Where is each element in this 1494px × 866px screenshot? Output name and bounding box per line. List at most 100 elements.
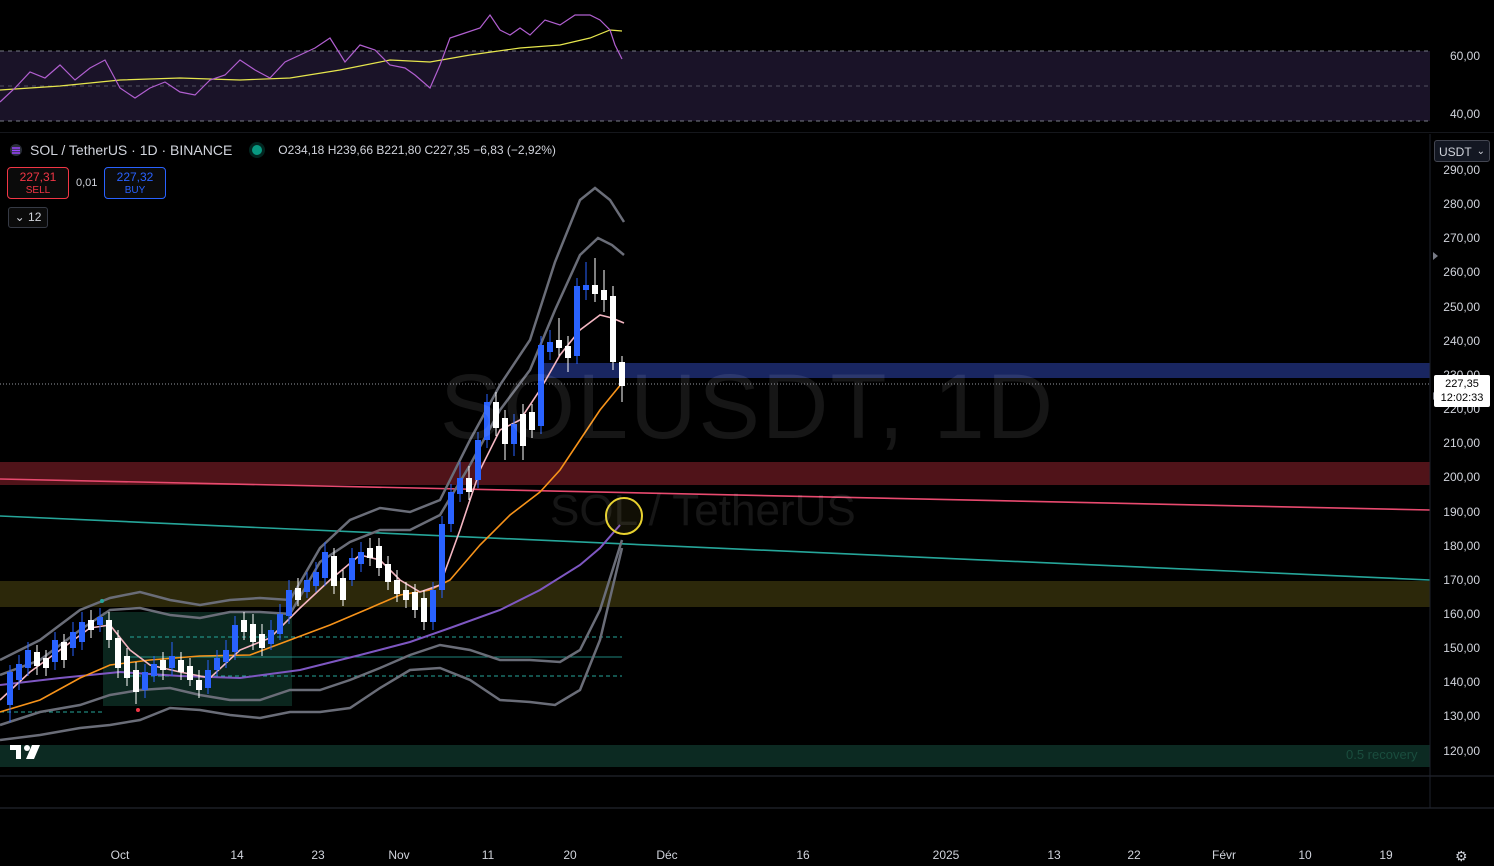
candle-body bbox=[556, 340, 562, 348]
price-axis-label: 170,00 bbox=[1443, 572, 1480, 587]
time-axis-label: Févr bbox=[1212, 848, 1236, 862]
candle-body bbox=[88, 620, 94, 630]
price-axis-label: 280,00 bbox=[1443, 197, 1480, 212]
candle-body bbox=[97, 617, 103, 625]
symbol-title[interactable]: SOL / TetherUS · 1D · BINANCE bbox=[30, 142, 233, 158]
time-axis-label: 23 bbox=[311, 848, 325, 862]
candle-body bbox=[61, 642, 67, 660]
candle-body bbox=[421, 598, 427, 622]
open-label: O bbox=[278, 143, 288, 157]
symbol-legend[interactable]: SOL / TetherUS · 1D · BINANCE O234,18 H2… bbox=[8, 142, 556, 158]
time-axis-label: 22 bbox=[1127, 848, 1141, 862]
candle-body bbox=[196, 680, 202, 690]
candle-body bbox=[601, 290, 607, 300]
candle-body bbox=[457, 478, 463, 494]
candle-body bbox=[349, 558, 355, 580]
candle-body bbox=[412, 592, 418, 610]
sell-button[interactable]: 227,31 SELL bbox=[7, 167, 69, 199]
symbol-description-watermark: SOL / TetherUS bbox=[550, 486, 856, 535]
candle-body bbox=[79, 622, 85, 642]
candle-body bbox=[475, 440, 481, 480]
currency-value: USDT bbox=[1439, 145, 1472, 159]
candle-body bbox=[502, 418, 508, 444]
candle-body bbox=[592, 285, 598, 294]
candle-body bbox=[205, 670, 211, 688]
candle-body bbox=[367, 548, 373, 558]
last-price-tag: 227,35 12:02:33 bbox=[1434, 375, 1490, 407]
highlight-circle[interactable] bbox=[605, 497, 643, 535]
candle-body bbox=[16, 664, 22, 680]
candle-body bbox=[250, 624, 256, 642]
candle-body bbox=[385, 564, 391, 582]
candle-body bbox=[178, 660, 184, 672]
price-axis-label: 150,00 bbox=[1443, 641, 1480, 656]
price-axis-label: 210,00 bbox=[1443, 436, 1480, 451]
candle-body bbox=[43, 658, 49, 668]
price-axis-label: 270,00 bbox=[1443, 231, 1480, 246]
time-axis-label: 20 bbox=[563, 848, 577, 862]
price-axis-label: 200,00 bbox=[1443, 470, 1480, 485]
candle-body bbox=[304, 580, 310, 592]
price-axis-label: 260,00 bbox=[1443, 265, 1480, 280]
candle-body bbox=[133, 670, 139, 692]
candle-body bbox=[574, 286, 580, 356]
red-supply-zone bbox=[0, 462, 1430, 485]
time-axis-label: 14 bbox=[230, 848, 244, 862]
sell-label: SELL bbox=[25, 185, 51, 196]
candle-body bbox=[7, 672, 13, 705]
time-axis-label: 10 bbox=[1298, 848, 1312, 862]
ohlc-values: O234,18 H239,66 B221,80 C227,35 −6,83 (−… bbox=[278, 143, 556, 157]
candle-body bbox=[277, 614, 283, 634]
gear-icon[interactable]: ⚙ bbox=[1455, 848, 1468, 864]
price-axis-label: 160,00 bbox=[1443, 606, 1480, 621]
open-value: 234,18 bbox=[287, 143, 325, 157]
candle-body bbox=[169, 656, 175, 668]
outer-upper-band bbox=[0, 186, 626, 662]
price-axis-label: 180,00 bbox=[1443, 538, 1480, 553]
indicators-toggle-button[interactable]: ⌄ 12 bbox=[8, 207, 48, 228]
rsi-line bbox=[0, 13, 623, 103]
last-price-value: 227,35 bbox=[1445, 378, 1479, 390]
candle-body bbox=[160, 660, 166, 670]
candle-body bbox=[25, 650, 31, 668]
candle-body bbox=[529, 412, 535, 430]
time-axis-label: Nov bbox=[388, 848, 410, 862]
high-value: 239,66 bbox=[336, 143, 374, 157]
candle-body bbox=[187, 666, 193, 680]
candle-body bbox=[34, 652, 40, 666]
candle-body bbox=[439, 524, 445, 590]
inner-upper-band bbox=[0, 236, 625, 677]
bar-countdown: 12:02:33 bbox=[1440, 392, 1484, 404]
candle-body bbox=[52, 640, 58, 662]
candle-body bbox=[259, 634, 265, 648]
close-value: 227,35 bbox=[433, 143, 470, 157]
scroll-arrow-icon[interactable] bbox=[1433, 252, 1438, 260]
time-axis-label: 2025 bbox=[932, 848, 960, 862]
sell-price: 227,31 bbox=[19, 170, 57, 184]
candle-body bbox=[547, 342, 553, 352]
recovery-zone bbox=[0, 745, 1430, 767]
price-axis-label: 290,00 bbox=[1443, 163, 1480, 177]
time-axis-label: Déc bbox=[656, 848, 678, 862]
close-label: C bbox=[424, 143, 434, 157]
red-trendline[interactable] bbox=[0, 478, 1431, 511]
teal-trendline[interactable] bbox=[0, 515, 1431, 581]
price-axis-label: 120,00 bbox=[1443, 743, 1480, 758]
candle-body bbox=[394, 580, 400, 594]
tradingview-logo-icon[interactable] bbox=[10, 743, 44, 761]
buy-button[interactable]: 227,32 BUY bbox=[104, 167, 166, 199]
candle-body bbox=[448, 492, 454, 524]
low-value: 221,80 bbox=[384, 143, 422, 157]
rsi-axis-label-60: 60,00 bbox=[1449, 49, 1480, 63]
candle-body bbox=[403, 590, 409, 600]
currency-select[interactable]: USDT ⌄ bbox=[1434, 140, 1490, 162]
time-axis-label: 16 bbox=[796, 848, 810, 862]
candle-body bbox=[214, 658, 220, 670]
candle-body bbox=[124, 656, 130, 678]
price-axis-label: 130,00 bbox=[1443, 709, 1480, 724]
candle-body bbox=[268, 630, 274, 644]
candle-body bbox=[610, 296, 616, 362]
candle-body bbox=[430, 590, 436, 622]
rsi-pane[interactable] bbox=[0, 0, 1494, 133]
